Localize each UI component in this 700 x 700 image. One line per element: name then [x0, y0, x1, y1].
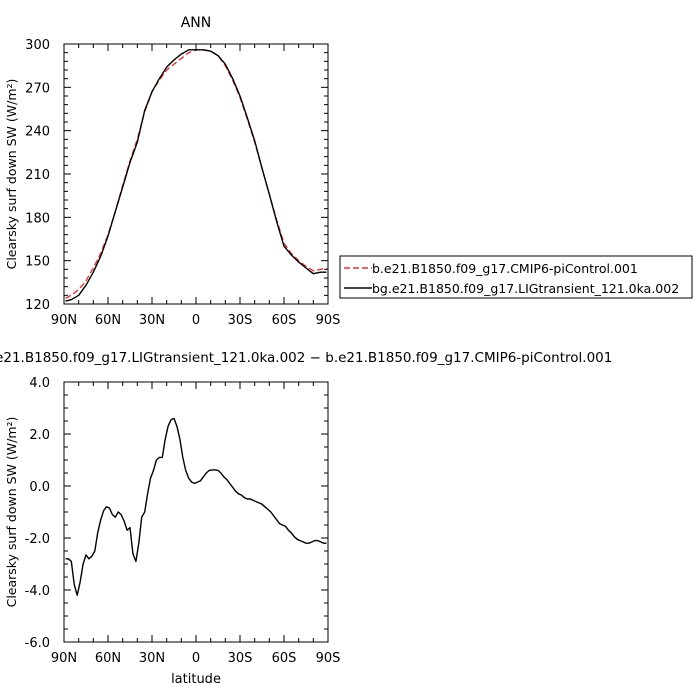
chart-title: bg.e21.B1850.f09_g17.LIGtransient_121.0k…: [0, 350, 612, 366]
chart-panel-2: bg.e21.B1850.f09_g17.LIGtransient_121.0k…: [0, 350, 612, 687]
x-tick-label: 90S: [316, 651, 341, 666]
x-tick-label: 60N: [95, 313, 121, 328]
x-tick-label: 0: [192, 651, 200, 666]
y-tick-label: 120: [25, 298, 50, 313]
x-tick-label: 30N: [139, 651, 165, 666]
x-tick-label: 60N: [95, 651, 121, 666]
plot-frame: [63, 43, 329, 305]
y-tick-label: 210: [25, 168, 50, 183]
y-tick-label: 240: [25, 125, 50, 140]
x-tick-label: 0: [192, 313, 200, 328]
x-tick-label: 90S: [316, 313, 341, 328]
y-tick-label: 2.0: [29, 428, 50, 443]
x-tick-label: 90N: [51, 651, 77, 666]
y-tick-label: -2.0: [25, 532, 50, 547]
y-tick-label: 270: [25, 81, 50, 96]
y-tick-label: 300: [25, 38, 50, 53]
x-tick-label: 60S: [272, 651, 297, 666]
x-axis-label: latitude: [171, 672, 221, 687]
series-line-1: [65, 417, 327, 596]
legend-entry-1: b.e21.B1850.f09_g17.CMIP6-piControl.001: [372, 261, 638, 276]
y-tick-label: 0.0: [29, 480, 50, 495]
legend-box: [339, 255, 693, 299]
y-tick-label: 4.0: [29, 376, 50, 391]
y-tick-label: -6.0: [25, 636, 50, 651]
y-tick-label: 150: [25, 255, 50, 270]
legend: b.e21.B1850.f09_g17.CMIP6-piControl.001b…: [339, 255, 693, 299]
y-axis-label: Clearsky surf down SW (W/m²): [4, 79, 19, 270]
x-tick-label: 30S: [228, 651, 253, 666]
series-line-1: [65, 49, 327, 299]
x-tick-label: 30N: [139, 313, 165, 328]
x-tick-label: 60S: [272, 313, 297, 328]
series-line-2: [65, 49, 327, 302]
x-tick-label: 90N: [51, 313, 77, 328]
chart-panel-1: ANN 120 150 180 210 240 270 300 90N 60N 30N 0 30S 60S…: [4, 15, 693, 328]
y-tick-label: 180: [25, 211, 50, 226]
y-tick-label: -4.0: [25, 584, 50, 599]
chart-title: ANN: [181, 15, 212, 31]
x-tick-label: 30S: [228, 313, 253, 328]
y-axis-label: Clearsky surf down SW (W/m²): [4, 417, 19, 608]
legend-entry-2: bg.e21.B1850.f09_g17.LIGtransient_121.0k…: [372, 281, 679, 296]
